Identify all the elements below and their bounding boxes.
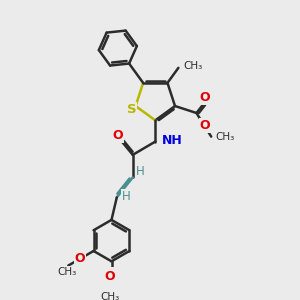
Text: CH₃: CH₃: [215, 132, 235, 142]
Text: CH₃: CH₃: [100, 292, 120, 300]
Text: CH₃: CH₃: [57, 267, 76, 277]
Text: O: O: [200, 91, 210, 104]
Text: O: O: [74, 252, 85, 265]
Text: CH₃: CH₃: [183, 61, 202, 71]
Text: S: S: [127, 103, 136, 116]
Text: H: H: [122, 190, 130, 202]
Text: NH: NH: [162, 134, 183, 147]
Text: O: O: [199, 119, 210, 132]
Text: H: H: [136, 165, 145, 178]
Text: O: O: [105, 270, 116, 283]
Text: O: O: [113, 129, 124, 142]
